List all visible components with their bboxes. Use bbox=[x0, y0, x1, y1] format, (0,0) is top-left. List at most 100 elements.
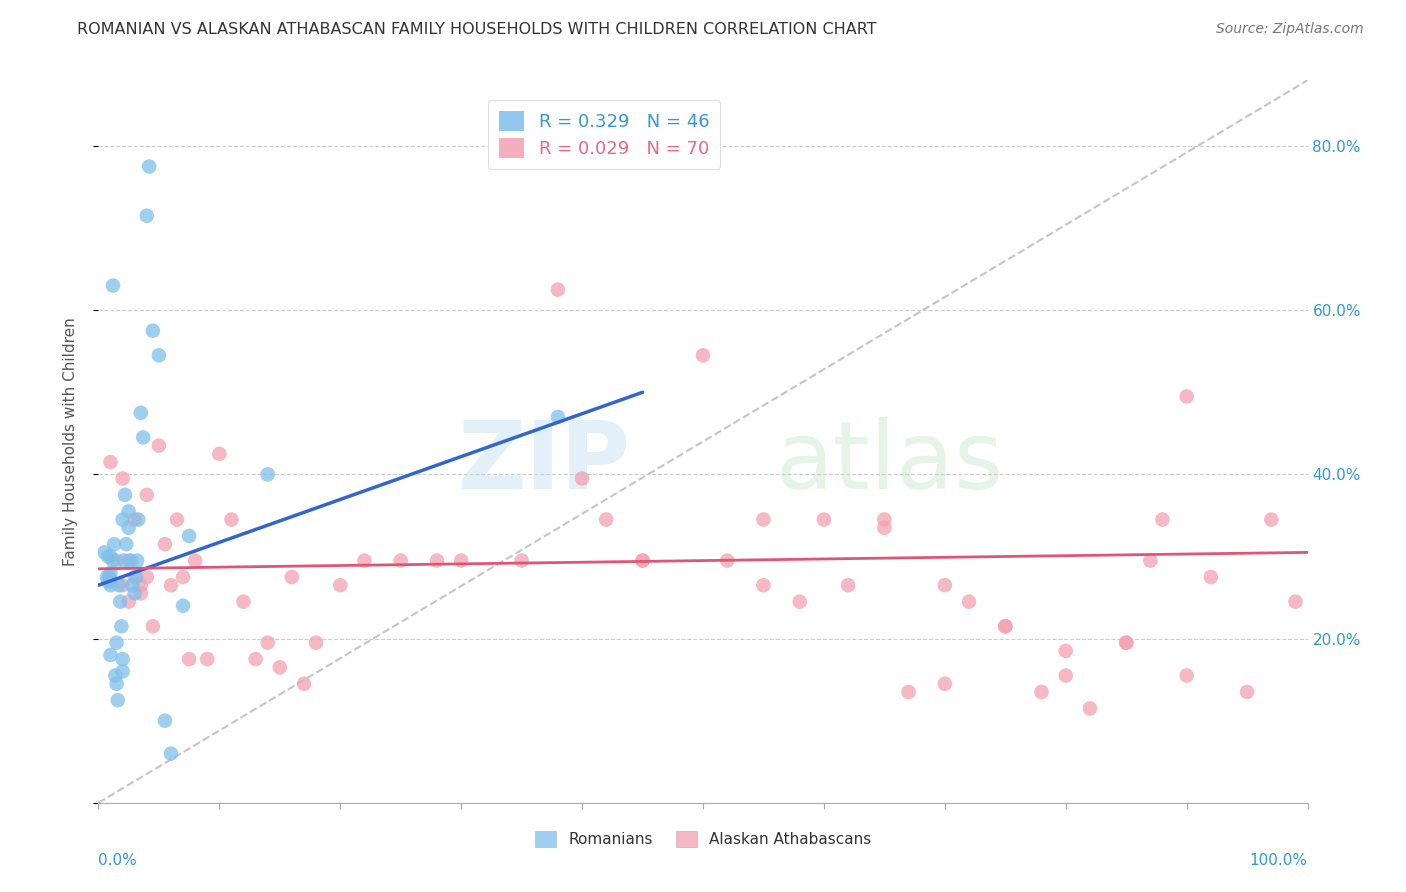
Text: ZIP: ZIP bbox=[457, 417, 630, 509]
Alaskan Athabascans bbox=[353, 553, 375, 567]
Romanians bbox=[104, 668, 127, 682]
Alaskan Athabascans bbox=[1115, 636, 1137, 650]
Alaskan Athabascans bbox=[571, 471, 593, 485]
Alaskan Athabascans bbox=[1236, 685, 1258, 699]
Alaskan Athabascans bbox=[1260, 512, 1282, 526]
Alaskan Athabascans bbox=[813, 512, 835, 526]
Alaskan Athabascans bbox=[111, 471, 134, 485]
Romanians bbox=[114, 488, 136, 502]
Alaskan Athabascans bbox=[752, 578, 775, 592]
Alaskan Athabascans bbox=[752, 512, 775, 526]
Romanians bbox=[118, 521, 141, 535]
Alaskan Athabascans bbox=[957, 594, 980, 608]
Romanians bbox=[111, 665, 134, 679]
Alaskan Athabascans bbox=[631, 553, 654, 567]
Alaskan Athabascans bbox=[1115, 636, 1137, 650]
Alaskan Athabascans bbox=[245, 652, 267, 666]
Alaskan Athabascans bbox=[1078, 701, 1101, 715]
Alaskan Athabascans bbox=[450, 553, 472, 567]
Alaskan Athabascans bbox=[994, 619, 1017, 633]
Romanians bbox=[105, 677, 128, 691]
Alaskan Athabascans bbox=[281, 570, 304, 584]
Romanians bbox=[124, 586, 146, 600]
Alaskan Athabascans bbox=[1175, 668, 1198, 682]
Romanians bbox=[101, 553, 124, 567]
Alaskan Athabascans bbox=[256, 636, 278, 650]
Alaskan Athabascans bbox=[129, 586, 152, 600]
Romanians bbox=[107, 693, 129, 707]
Romanians bbox=[100, 549, 122, 564]
Alaskan Athabascans bbox=[716, 553, 738, 567]
Romanians bbox=[547, 409, 569, 424]
Alaskan Athabascans bbox=[1139, 553, 1161, 567]
Romanians bbox=[96, 570, 118, 584]
Alaskan Athabascans bbox=[1175, 389, 1198, 403]
Romanians bbox=[111, 512, 134, 526]
Alaskan Athabascans bbox=[329, 578, 352, 592]
Romanians bbox=[129, 406, 152, 420]
Alaskan Athabascans bbox=[837, 578, 859, 592]
Alaskan Athabascans bbox=[179, 652, 201, 666]
Alaskan Athabascans bbox=[934, 677, 956, 691]
Romanians bbox=[98, 570, 121, 584]
Alaskan Athabascans bbox=[1199, 570, 1222, 584]
Alaskan Athabascans bbox=[1031, 685, 1053, 699]
Alaskan Athabascans bbox=[510, 553, 533, 567]
Romanians bbox=[179, 529, 201, 543]
Alaskan Athabascans bbox=[269, 660, 291, 674]
Romanians bbox=[110, 619, 132, 633]
Romanians bbox=[101, 278, 124, 293]
Alaskan Athabascans bbox=[100, 455, 122, 469]
Romanians bbox=[108, 594, 131, 608]
Alaskan Athabascans bbox=[135, 570, 157, 584]
Romanians bbox=[111, 652, 134, 666]
Alaskan Athabascans bbox=[1284, 594, 1306, 608]
Alaskan Athabascans bbox=[184, 553, 207, 567]
Alaskan Athabascans bbox=[595, 512, 617, 526]
Alaskan Athabascans bbox=[105, 553, 128, 567]
Alaskan Athabascans bbox=[789, 594, 811, 608]
Alaskan Athabascans bbox=[118, 553, 141, 567]
Alaskan Athabascans bbox=[124, 570, 146, 584]
Y-axis label: Family Households with Children: Family Households with Children bbox=[63, 318, 77, 566]
Romanians bbox=[100, 574, 122, 588]
Alaskan Athabascans bbox=[547, 283, 569, 297]
Text: 100.0%: 100.0% bbox=[1250, 854, 1308, 869]
Romanians bbox=[121, 578, 143, 592]
Alaskan Athabascans bbox=[135, 488, 157, 502]
Alaskan Athabascans bbox=[232, 594, 254, 608]
Alaskan Athabascans bbox=[389, 553, 412, 567]
Romanians bbox=[112, 553, 135, 567]
Romanians bbox=[97, 574, 120, 588]
Romanians bbox=[148, 348, 170, 362]
Romanians bbox=[172, 599, 194, 613]
Text: atlas: atlas bbox=[776, 417, 1004, 509]
Romanians bbox=[93, 545, 115, 559]
Alaskan Athabascans bbox=[118, 594, 141, 608]
Romanians bbox=[127, 553, 149, 567]
Legend: Romanians, Alaskan Athabascans: Romanians, Alaskan Athabascans bbox=[529, 825, 877, 853]
Alaskan Athabascans bbox=[1054, 668, 1077, 682]
Alaskan Athabascans bbox=[111, 578, 134, 592]
Alaskan Athabascans bbox=[195, 652, 218, 666]
Alaskan Athabascans bbox=[934, 578, 956, 592]
Romanians bbox=[100, 566, 122, 580]
Alaskan Athabascans bbox=[142, 619, 165, 633]
Romanians bbox=[100, 648, 122, 662]
Romanians bbox=[153, 714, 176, 728]
Romanians bbox=[100, 578, 122, 592]
Alaskan Athabascans bbox=[631, 553, 654, 567]
Alaskan Athabascans bbox=[873, 521, 896, 535]
Romanians bbox=[125, 570, 148, 584]
Alaskan Athabascans bbox=[124, 512, 146, 526]
Romanians bbox=[115, 537, 138, 551]
Romanians bbox=[160, 747, 183, 761]
Romanians bbox=[138, 160, 160, 174]
Romanians bbox=[120, 553, 142, 567]
Alaskan Athabascans bbox=[994, 619, 1017, 633]
Romanians bbox=[105, 636, 128, 650]
Romanians bbox=[127, 512, 149, 526]
Alaskan Athabascans bbox=[166, 512, 188, 526]
Alaskan Athabascans bbox=[292, 677, 315, 691]
Text: Source: ZipAtlas.com: Source: ZipAtlas.com bbox=[1216, 22, 1364, 37]
